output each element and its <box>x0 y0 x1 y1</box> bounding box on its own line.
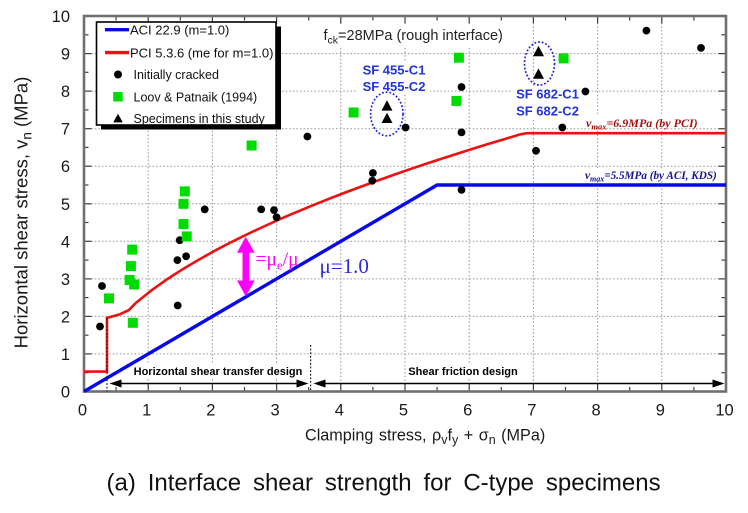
svg-text:10: 10 <box>52 8 70 26</box>
svg-text:8: 8 <box>61 83 70 101</box>
svg-text:5: 5 <box>61 196 70 214</box>
svg-text:Clamping stress, ρvfy + σn (MP: Clamping stress, ρvfy + σn (MPa) <box>305 427 545 448</box>
svg-text:2: 2 <box>61 308 70 326</box>
svg-text:4: 4 <box>335 402 344 420</box>
svg-text:0: 0 <box>78 402 87 420</box>
svg-text:Loov & Patnaik (1994): Loov & Patnaik (1994) <box>134 91 258 105</box>
svg-text:ACI 22.9 (m=1.0): ACI 22.9 (m=1.0) <box>130 22 229 37</box>
svg-text:SF 682-C1: SF 682-C1 <box>516 87 579 102</box>
svg-text:4: 4 <box>61 233 70 251</box>
svg-text:7: 7 <box>61 121 70 139</box>
svg-text:0: 0 <box>61 384 70 402</box>
svg-text:1: 1 <box>142 402 151 420</box>
svg-text:5: 5 <box>399 402 408 420</box>
svg-text:Specimens in this study: Specimens in this study <box>134 112 266 126</box>
svg-text:fck=28MPa (rough interface): fck=28MPa (rough interface) <box>324 28 503 47</box>
svg-text:SF 455-C2: SF 455-C2 <box>363 79 426 94</box>
svg-text:Shear friction design: Shear friction design <box>408 366 518 378</box>
svg-text:Horizontal shear stress, vn (M: Horizontal shear stress, vn (MPa) <box>11 77 35 349</box>
svg-text:3: 3 <box>271 402 280 420</box>
svg-text:vmax=6.9MPa (by PCI): vmax=6.9MPa (by PCI) <box>586 116 698 132</box>
svg-text:SF 682-C2: SF 682-C2 <box>516 104 579 119</box>
svg-text:μ=1.0: μ=1.0 <box>320 254 369 278</box>
svg-text:SF 455-C1: SF 455-C1 <box>363 63 426 78</box>
svg-text:PCI 5.3.6 (me for m=1.0): PCI 5.3.6 (me for m=1.0) <box>130 45 273 60</box>
svg-text:1: 1 <box>61 346 70 364</box>
svg-text:Horizontal shear transfer desi: Horizontal shear transfer design <box>134 366 303 378</box>
svg-text:3: 3 <box>61 271 70 289</box>
svg-text:6: 6 <box>61 158 70 176</box>
svg-text:2: 2 <box>206 402 215 420</box>
svg-text:10: 10 <box>715 402 733 420</box>
svg-text:6: 6 <box>463 402 472 420</box>
svg-text:9: 9 <box>656 402 665 420</box>
svg-text:=μe/μ: =μe/μ <box>256 250 299 273</box>
svg-text:(a) Interface shear strength f: (a) Interface shear strength for C-type … <box>107 470 661 497</box>
svg-text:7: 7 <box>527 402 536 420</box>
svg-text:8: 8 <box>592 402 601 420</box>
svg-text:9: 9 <box>61 46 70 64</box>
svg-text:vmax=5.5MPa (by ACI, KDS): vmax=5.5MPa (by ACI, KDS) <box>585 170 717 184</box>
svg-text:Initially cracked: Initially cracked <box>134 68 219 82</box>
